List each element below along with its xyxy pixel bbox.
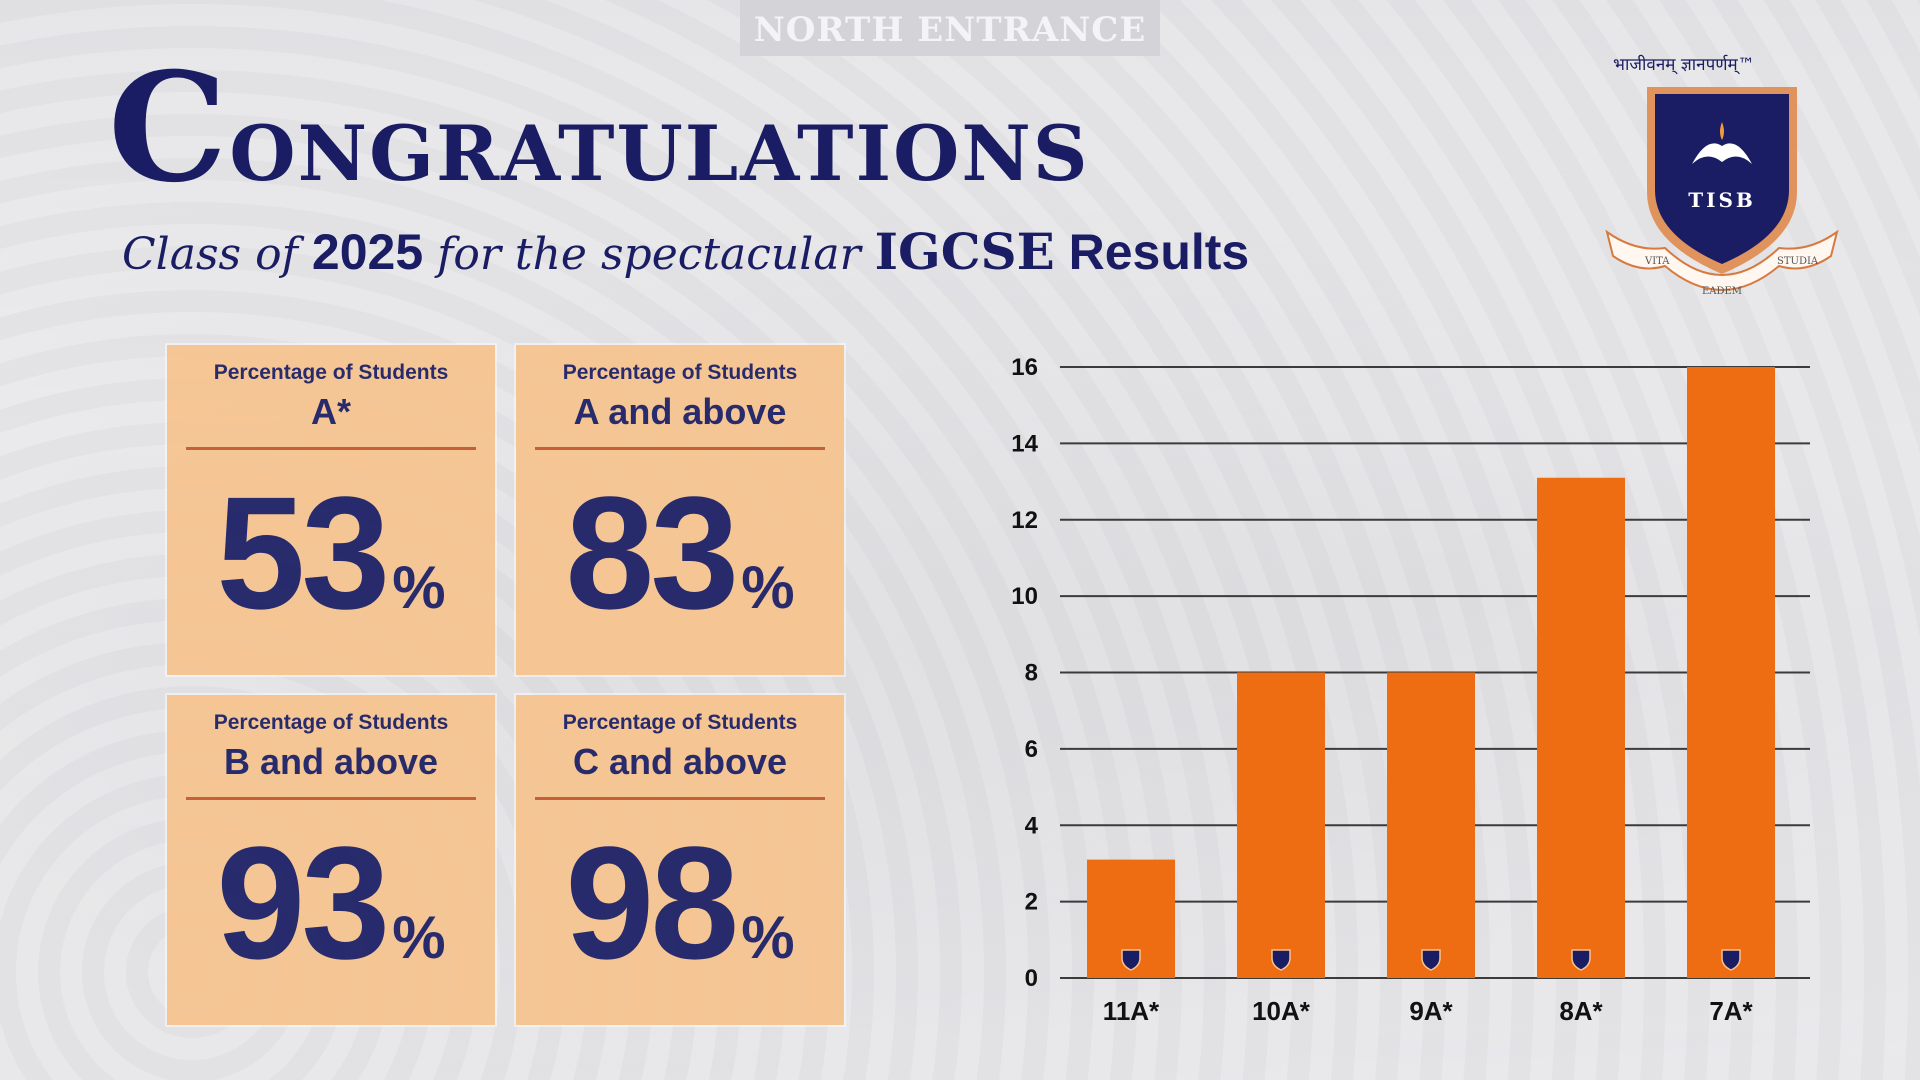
x-tick-label: 10A* <box>1252 996 1311 1026</box>
bar-crest-icon <box>1571 949 1591 971</box>
bar-crest-icon <box>1721 949 1741 971</box>
stat-label: Percentage of Students <box>562 711 798 734</box>
stat-unit: % <box>741 554 795 621</box>
stat-label: Percentage of Students <box>562 361 798 384</box>
bar <box>1387 672 1475 978</box>
stat-value: 98% <box>516 808 844 1033</box>
stat-unit: % <box>392 554 446 621</box>
page-subtitle: Class of 2025 for the spectacular IGCSE … <box>122 222 1249 281</box>
x-tick-label: 7A* <box>1709 996 1753 1026</box>
x-tick-label: 11A* <box>1103 996 1160 1026</box>
stat-sublabel: B and above <box>223 741 439 782</box>
stat-sublabel: A and above <box>573 391 787 432</box>
stat-divider <box>535 797 825 800</box>
logo-ribbon-right: STUDIA <box>1777 256 1819 267</box>
stat-unit: % <box>392 904 446 971</box>
subtitle-class-of: Class of <box>122 229 312 280</box>
y-tick-label: 12 <box>1011 507 1038 534</box>
stat-divider <box>535 447 825 450</box>
stat-card-b-and-above: Percentage of Students B and above 93% <box>167 695 495 1025</box>
x-tick-label: 8A* <box>1559 996 1603 1026</box>
entrance-sign: NORTH ENTRANCE <box>740 0 1160 56</box>
subtitle-exam: IGCSE <box>874 222 1055 281</box>
bar-crest-icon <box>1421 949 1441 971</box>
subtitle-results: Results <box>1054 224 1250 280</box>
y-tick-label: 14 <box>1011 430 1038 457</box>
bar-crest-icon <box>1271 949 1291 971</box>
page-title: Congratulations <box>108 40 1090 216</box>
x-tick-label: 9A* <box>1409 996 1453 1026</box>
stat-number: 53 <box>216 463 390 642</box>
y-tick-label: 10 <box>1011 583 1038 610</box>
stat-value: 93% <box>167 808 495 1033</box>
stat-sublabel: A* <box>310 391 351 432</box>
title-rest: ongratulations <box>229 80 1090 206</box>
y-tick-label: 16 <box>1011 354 1038 381</box>
stat-number: 98 <box>565 813 739 992</box>
subtitle-spectacular: for the spectacular <box>423 229 875 280</box>
subtitle-year: 2025 <box>311 224 424 280</box>
school-logo: भाजीवनम् ज्ञानपर्णम्™ TISB VITA EADEM ST… <box>1595 52 1845 312</box>
logo-motto: भाजीवनम् ज्ञानपर्णम्™ <box>1613 55 1755 75</box>
stat-unit: % <box>741 904 795 971</box>
a-star-distribution-chart: 0 2 4 6 8 10 12 14 16 11A* 10A* 9A* 8A* 7A* <box>1011 354 1810 1026</box>
y-tick-label: 8 <box>1025 660 1038 687</box>
stat-value: 83% <box>516 458 844 683</box>
stat-card-a-star: Percentage of Students A* 53% <box>167 345 495 675</box>
stat-sublabel: C and above <box>572 741 788 782</box>
bar <box>1537 477 1625 978</box>
stat-card-a-and-above: Percentage of Students A and above 83% <box>516 345 844 675</box>
y-tick-label: 6 <box>1025 736 1038 763</box>
y-tick-label: 2 <box>1025 889 1038 916</box>
stat-card-c-and-above: Percentage of Students C and above 98% <box>516 695 844 1025</box>
bar <box>1237 672 1325 978</box>
logo-crest-icon: TISB VITA EADEM STUDIA <box>1605 87 1839 297</box>
stat-number: 93 <box>216 813 390 992</box>
y-tick-label: 0 <box>1025 965 1038 992</box>
stat-value: 53% <box>167 458 495 683</box>
stat-label: Percentage of Students <box>213 361 449 384</box>
stat-divider <box>186 447 476 450</box>
bar-crest-icon <box>1121 949 1141 971</box>
stat-label: Percentage of Students <box>213 711 449 734</box>
stat-number: 83 <box>565 463 739 642</box>
stat-divider <box>186 797 476 800</box>
logo-ribbon-middle: EADEM <box>1702 286 1742 297</box>
logo-initials: TISB <box>1688 188 1756 212</box>
title-initial: C <box>108 40 230 216</box>
y-tick-label: 4 <box>1025 812 1039 839</box>
bar <box>1687 367 1775 978</box>
logo-ribbon-left: VITA <box>1644 256 1670 267</box>
